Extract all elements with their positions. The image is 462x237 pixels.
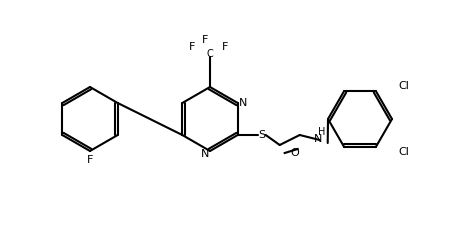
Text: F: F	[222, 42, 228, 52]
Text: Cl: Cl	[399, 81, 409, 91]
Text: F: F	[202, 35, 208, 45]
Text: F: F	[87, 155, 93, 165]
Text: C: C	[207, 49, 213, 59]
Text: Cl: Cl	[399, 147, 409, 157]
Text: N: N	[314, 134, 322, 144]
Text: O: O	[290, 148, 299, 158]
Text: N: N	[238, 98, 247, 108]
Text: F: F	[189, 42, 195, 52]
Text: H: H	[318, 127, 325, 137]
Text: N: N	[201, 149, 209, 159]
Text: S: S	[258, 130, 265, 140]
